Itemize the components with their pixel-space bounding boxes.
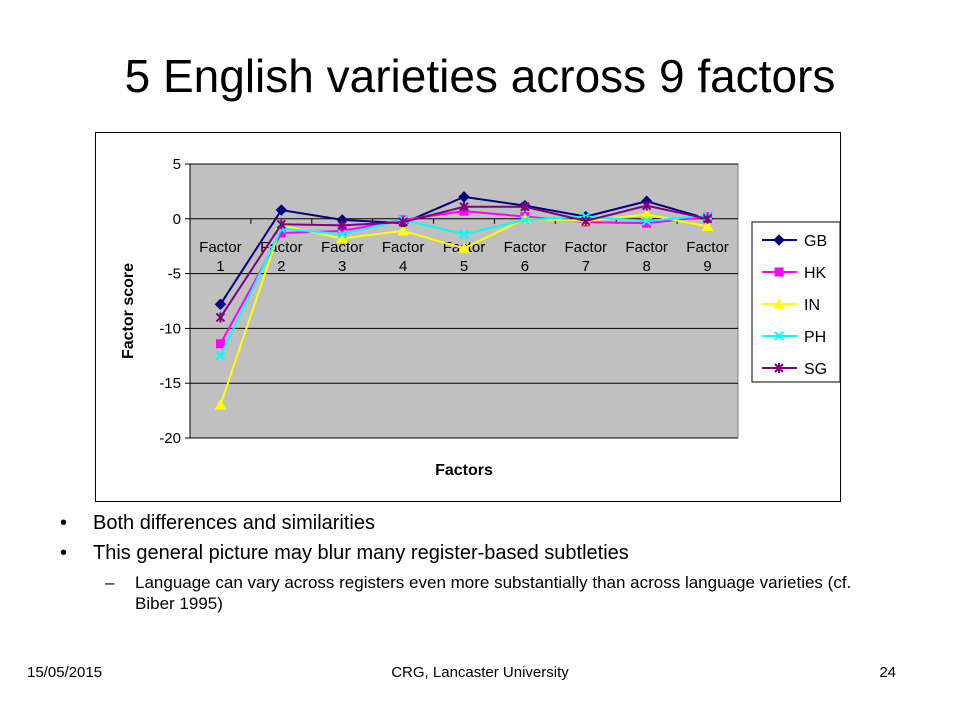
y-tick-label: -5 [168, 266, 181, 283]
data-point-sg [702, 213, 713, 224]
data-point-sg [459, 201, 469, 212]
data-point-sg [276, 219, 287, 230]
line-chart: 5 0 -5 -10 -15 -20 Factor 1 Factor 2 Factor 3 Factor… [120, 156, 841, 479]
legend-marker [774, 267, 784, 277]
x-tick-label: 6 [521, 258, 529, 275]
x-tick-label: Factor [382, 239, 425, 256]
legend-marker [773, 234, 785, 246]
x-tick-label: Factor [199, 239, 242, 256]
y-tick-label: -15 [159, 375, 181, 392]
x-tick-label: Factor [625, 239, 668, 256]
data-point-gb [214, 298, 227, 310]
legend-label: HK [804, 265, 827, 282]
data-point-sg [215, 312, 226, 323]
x-tick-label: 5 [460, 258, 468, 275]
data-point-sg [581, 215, 591, 226]
y-tick-label: 5 [173, 156, 181, 173]
footer-date: 15/05/2015 [27, 664, 103, 681]
sub-bullet-text: Language can vary across registers even … [135, 573, 852, 613]
bullet-text: This general picture may blur many regis… [93, 542, 629, 564]
data-point-ph [520, 215, 530, 225]
data-point-sg [398, 217, 408, 228]
slide-title: 5 English varieties across 9 factors [124, 50, 836, 102]
data-point-ph [459, 229, 469, 239]
data-point-sg [337, 220, 347, 231]
data-point-ph [641, 216, 652, 226]
bullet-text: Both differences and similarities [93, 512, 375, 534]
x-tick-label: Factor [686, 239, 729, 256]
x-tick-label: 4 [399, 258, 407, 275]
x-tick-label: Factor [504, 239, 547, 256]
x-tick-label: 2 [277, 258, 285, 275]
sub-bullet-item: – Language can vary across registers eve… [60, 572, 880, 614]
x-axis-title: Factors [435, 462, 493, 479]
data-point-hk [215, 339, 225, 349]
chart-area: 5 0 -5 -10 -15 -20 Factor 1 Factor 2 Factor 3 Factor… [95, 132, 841, 502]
y-tick-label: -20 [159, 430, 181, 447]
data-point-ph [215, 351, 226, 361]
y-axis-title: Factor score [120, 263, 137, 359]
bullet-list: • Both differences and similarities • Th… [60, 508, 880, 614]
footer-organisation: CRG, Lancaster University [391, 664, 569, 681]
data-point-sg [520, 201, 530, 212]
data-point-in [397, 224, 409, 236]
x-tick-label: 3 [338, 258, 346, 275]
legend-label: GB [804, 233, 827, 250]
legend-marker [773, 297, 785, 309]
x-tick-label: Factor [321, 239, 364, 256]
data-point-in [701, 220, 714, 231]
page-number: 24 [879, 664, 896, 681]
data-point-in [458, 242, 470, 253]
legend-label: IN [804, 297, 820, 314]
x-tick-label: Factor [565, 239, 608, 256]
y-tick-label: 0 [173, 211, 181, 228]
x-tick-label: 7 [582, 258, 590, 275]
x-tick-label: 9 [703, 258, 711, 275]
x-tick-label: 8 [642, 258, 650, 275]
legend-marker [774, 363, 784, 373]
data-point-gb [275, 204, 288, 216]
legend-label: SG [804, 361, 827, 378]
bullet-glyph: • [60, 512, 68, 534]
data-point-hk [642, 218, 652, 228]
data-point-in [640, 208, 653, 219]
legend-box [751, 221, 841, 383]
legend-marker [774, 331, 784, 341]
bullet-glyph: • [60, 542, 68, 564]
data-point-in [214, 399, 227, 410]
dash-glyph: – [105, 573, 115, 592]
x-tick-label: 1 [216, 258, 224, 275]
data-point-ph [337, 229, 347, 239]
bullet-item: • This general picture may blur many reg… [60, 538, 880, 568]
legend-label: PH [804, 329, 826, 346]
data-point-sg [641, 200, 652, 211]
bullet-item: • Both differences and similarities [60, 508, 880, 538]
y-tick-label: -10 [159, 320, 181, 337]
